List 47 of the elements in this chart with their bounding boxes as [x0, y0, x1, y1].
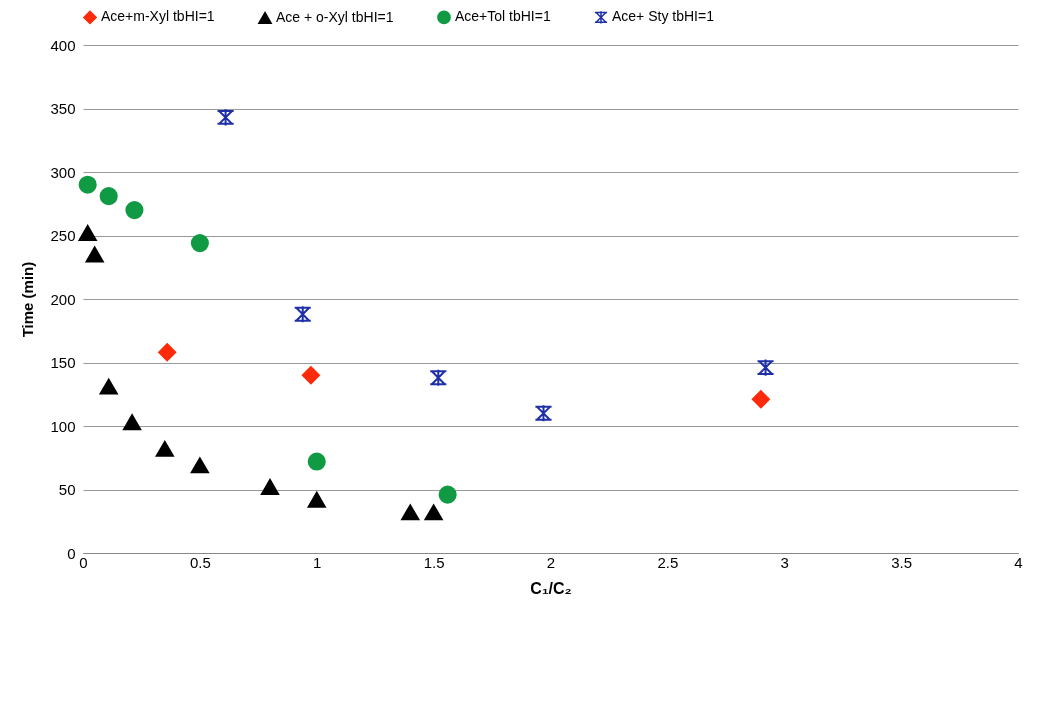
point	[301, 366, 320, 385]
point	[307, 452, 326, 471]
point	[158, 343, 177, 362]
y-axis-title: Time (min)	[19, 261, 37, 338]
point	[155, 440, 174, 457]
point	[307, 491, 326, 508]
x-axis-title: C₁/C₂	[530, 579, 572, 597]
y-tick-label: 50	[58, 481, 76, 498]
point	[260, 478, 280, 495]
legend-label: Ace + o-Xyl tbHI=1	[276, 8, 394, 25]
x-tick-label: 2	[546, 553, 556, 571]
point	[190, 457, 209, 474]
point	[401, 504, 420, 521]
point	[99, 187, 118, 206]
y-tick-label: 250	[50, 227, 76, 244]
point	[78, 175, 97, 194]
point	[78, 224, 97, 241]
point	[751, 390, 770, 409]
point	[99, 378, 118, 395]
y-tick-label: 150	[50, 354, 76, 371]
point	[429, 368, 448, 387]
point	[85, 246, 104, 263]
x-tick-label: 0.5	[189, 553, 211, 571]
x-tick-label: 1	[313, 553, 322, 571]
y-tick-label: 200	[50, 290, 76, 308]
x-tick-label: 2.5	[657, 553, 679, 571]
x-tick-label: 4	[1014, 553, 1023, 571]
point	[123, 414, 142, 431]
point	[534, 404, 553, 423]
point	[190, 234, 209, 253]
point	[756, 358, 775, 377]
y-tick-label: 350	[50, 100, 76, 117]
point	[125, 201, 144, 220]
point	[438, 485, 457, 504]
y-tick-label: 400	[50, 36, 76, 54]
y-tick-label: 100	[50, 417, 76, 435]
legend-label: Ace+Tol tbHI=1	[455, 8, 551, 25]
legend-label: Ace+m-Xyl tbHI=1	[101, 8, 215, 25]
point	[293, 305, 312, 324]
x-tick-label: 3	[780, 553, 789, 571]
x-tick-label: 1.5	[423, 553, 445, 571]
legend-label: Ace+ Sty tbHI=1	[612, 8, 715, 25]
point	[424, 504, 443, 521]
point	[216, 108, 235, 127]
x-tick-label: 3.5	[891, 553, 913, 571]
x-tick-label: 0	[79, 553, 88, 571]
y-tick-label: 300	[50, 163, 76, 181]
